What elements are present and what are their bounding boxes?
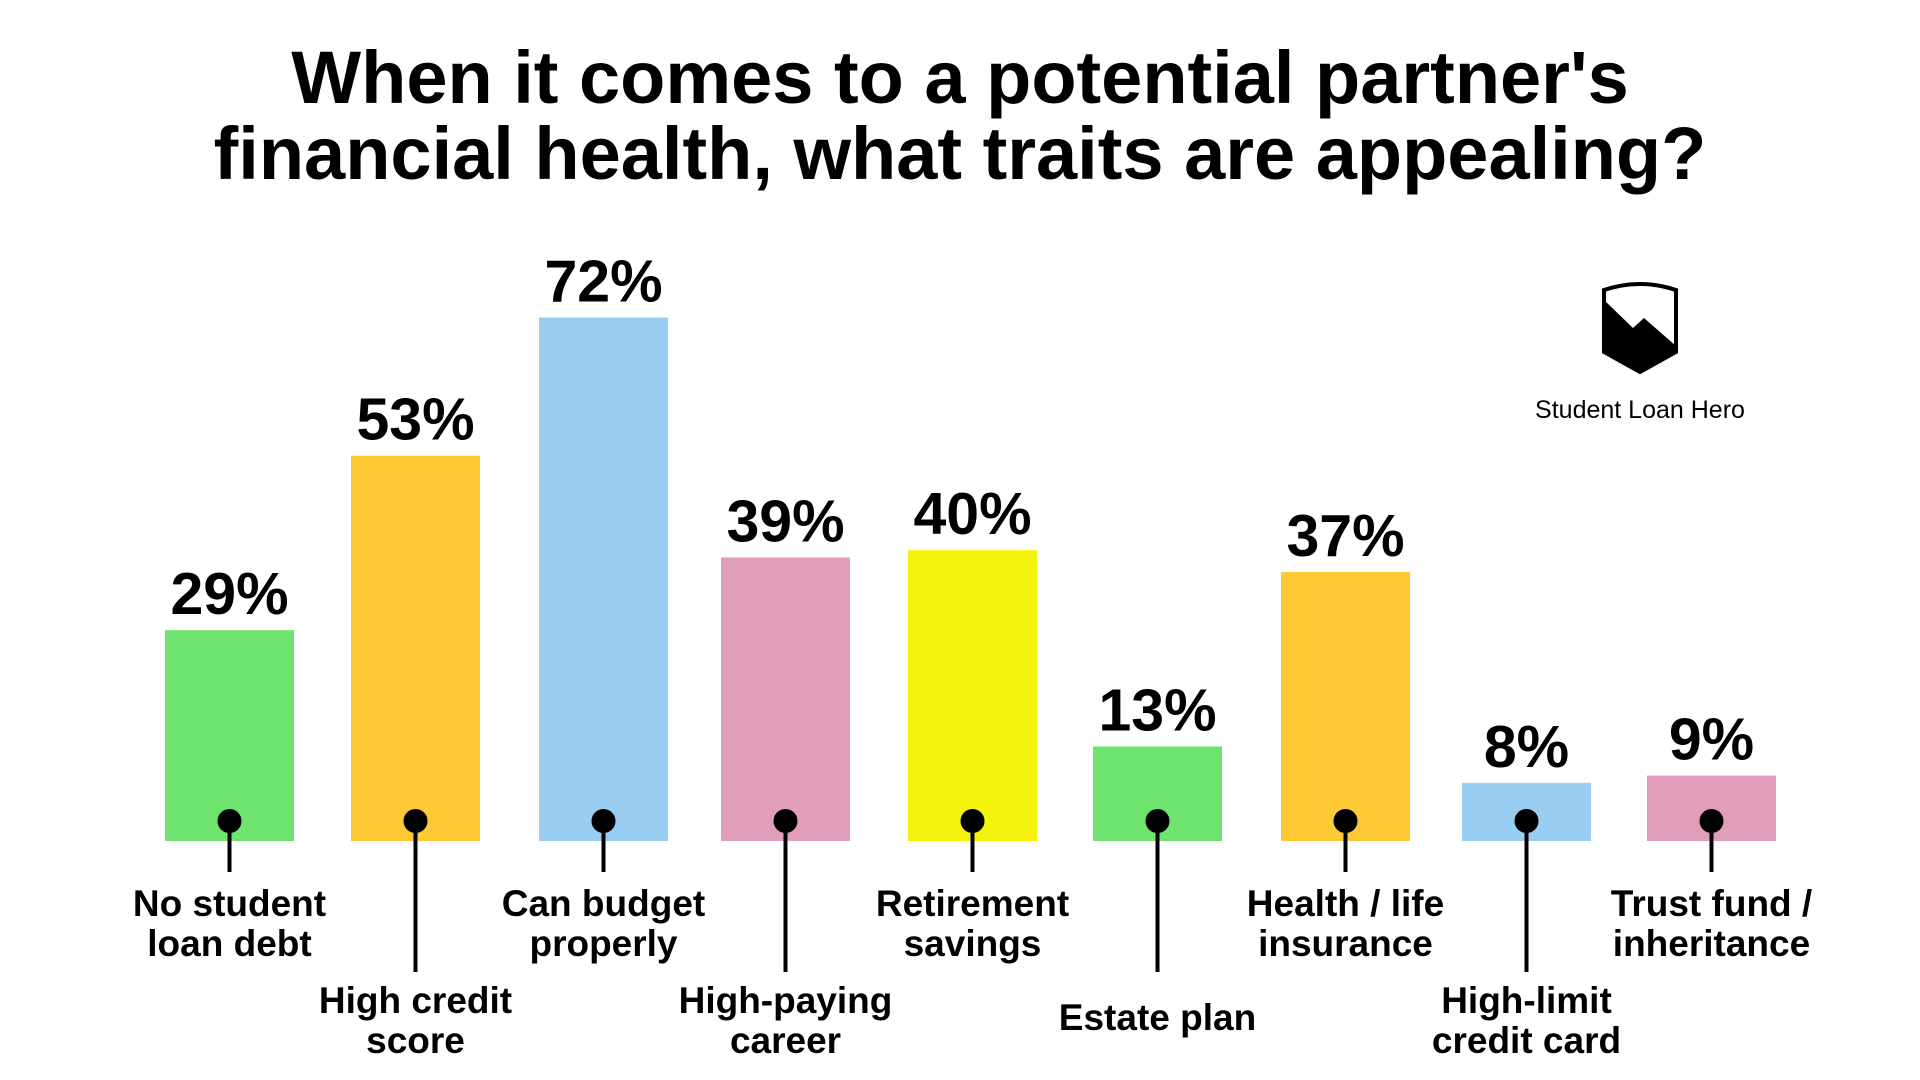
category-label: credit card [1432,1020,1621,1061]
leader-dot [1699,809,1724,833]
category-label: High-paying [679,980,893,1021]
value-label: 8% [1484,714,1569,780]
category-label: High-limit [1441,980,1612,1021]
title-line-1: When it comes to a potential partner's [291,36,1629,119]
value-label: 37% [1286,503,1404,569]
category-label: Can budget [502,883,705,924]
title-line-2: financial health, what traits are appeal… [213,112,1707,195]
leader-dot [1333,809,1358,833]
bar [908,550,1037,841]
category-label: properly [529,923,677,964]
chart-title: When it comes to a potential partner's f… [0,40,1920,192]
leader-dot [1145,809,1170,833]
bar [539,317,668,841]
bar [1281,572,1410,841]
leader-dot [1514,809,1539,833]
value-label: 72% [544,249,662,315]
leader-dot [591,809,616,833]
category-label: High credit [319,980,512,1021]
category-label: loan debt [147,923,311,964]
value-label: 13% [1098,677,1216,743]
bar [721,557,850,841]
student-loan-hero-logo-icon [1602,282,1678,374]
value-label: 40% [913,481,1031,547]
leader-dot [403,809,428,833]
leader-dot [217,809,242,833]
category-label: inheritance [1613,923,1810,964]
category-label: Estate plan [1059,997,1256,1038]
value-label: 53% [356,387,474,453]
brand-name: Student Loan Hero [1535,396,1745,424]
value-label: 29% [170,561,288,627]
category-label: Health / life [1247,883,1444,924]
category-label: No student [133,883,326,924]
category-label: score [366,1020,465,1061]
category-label: career [730,1020,841,1061]
bar [165,630,294,841]
category-label: Retirement [876,883,1069,924]
leader-dot [773,809,798,833]
category-label: Trust fund / [1611,883,1812,924]
value-label: 9% [1669,707,1754,773]
bar [351,455,480,841]
value-label: 39% [726,488,844,554]
leader-dot [960,809,985,833]
category-label: insurance [1258,923,1433,964]
category-label: savings [904,923,1042,964]
